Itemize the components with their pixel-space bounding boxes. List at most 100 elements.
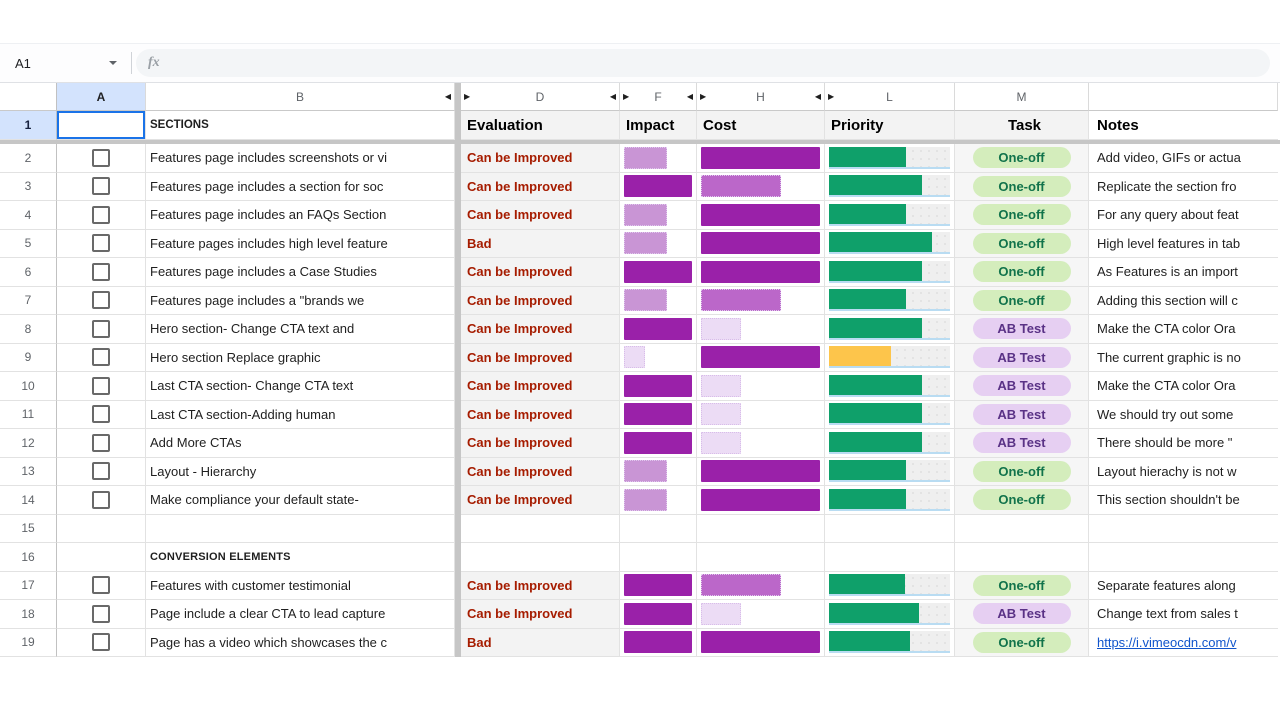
- priority-cell[interactable]: [825, 201, 955, 230]
- evaluation-cell[interactable]: Can be Improved: [461, 457, 620, 486]
- impact-cell[interactable]: [620, 486, 697, 515]
- notes-cell[interactable]: Adding this section will c: [1089, 286, 1278, 315]
- cell-task-header[interactable]: Task: [955, 111, 1089, 140]
- checkbox[interactable]: [92, 490, 110, 509]
- checkbox[interactable]: [92, 262, 110, 281]
- checkbox-cell[interactable]: [57, 372, 146, 401]
- row-number[interactable]: 9: [0, 343, 57, 372]
- notes-cell[interactable]: https://i.vimeocdn.com/v: [1089, 628, 1278, 657]
- cost-cell[interactable]: [697, 628, 825, 657]
- checkbox-cell[interactable]: [57, 571, 146, 600]
- task-chip[interactable]: One-off: [972, 261, 1071, 283]
- impact-cell[interactable]: [620, 229, 697, 258]
- task-cell[interactable]: One-off: [955, 229, 1089, 258]
- section-cell[interactable]: Features with customer testimonial: [146, 571, 455, 600]
- evaluation-cell[interactable]: Can be Improved: [461, 400, 620, 429]
- notes-cell[interactable]: The current graphic is no: [1089, 343, 1278, 372]
- priority-cell[interactable]: [825, 172, 955, 201]
- cost-cell[interactable]: [697, 372, 825, 401]
- section-cell[interactable]: CONVERSION ELEMENTS: [146, 543, 455, 572]
- priority-cell[interactable]: [825, 628, 955, 657]
- row-number[interactable]: 14: [0, 486, 57, 515]
- checkbox-cell[interactable]: [57, 543, 146, 572]
- impact-cell[interactable]: [620, 286, 697, 315]
- section-cell[interactable]: Add More CTAs: [146, 429, 455, 458]
- task-chip[interactable]: One-off: [972, 489, 1071, 511]
- priority-cell[interactable]: [825, 429, 955, 458]
- section-cell[interactable]: Make compliance your default state-: [146, 486, 455, 515]
- impact-cell[interactable]: [620, 315, 697, 344]
- cost-cell[interactable]: [697, 144, 825, 173]
- checkbox-cell[interactable]: [57, 315, 146, 344]
- task-chip[interactable]: One-off: [972, 631, 1071, 653]
- row-number[interactable]: 17: [0, 571, 57, 600]
- evaluation-cell[interactable]: Can be Improved: [461, 172, 620, 201]
- column-header-b[interactable]: B ◀: [146, 83, 455, 111]
- section-cell[interactable]: [146, 514, 455, 543]
- row-number[interactable]: 1: [0, 111, 57, 140]
- column-header-a[interactable]: A: [57, 83, 146, 111]
- row-number[interactable]: 12: [0, 429, 57, 458]
- row-number[interactable]: 18: [0, 600, 57, 629]
- checkbox[interactable]: [92, 376, 110, 395]
- row-number[interactable]: 10: [0, 372, 57, 401]
- impact-cell[interactable]: [620, 172, 697, 201]
- evaluation-cell[interactable]: Can be Improved: [461, 286, 620, 315]
- evaluation-cell[interactable]: Can be Improved: [461, 201, 620, 230]
- cost-cell[interactable]: [697, 486, 825, 515]
- expand-hidden-column-icon[interactable]: ◀: [444, 91, 451, 101]
- priority-cell[interactable]: [825, 229, 955, 258]
- cost-cell[interactable]: [697, 457, 825, 486]
- priority-cell[interactable]: [825, 286, 955, 315]
- cost-cell[interactable]: [697, 600, 825, 629]
- section-cell[interactable]: Features page includes a section for soc: [146, 172, 455, 201]
- checkbox-cell[interactable]: [57, 514, 146, 543]
- task-cell[interactable]: One-off: [955, 201, 1089, 230]
- row-number[interactable]: 8: [0, 315, 57, 344]
- cell-evaluation-header[interactable]: Evaluation: [461, 111, 620, 140]
- section-cell[interactable]: Layout - Hierarchy: [146, 457, 455, 486]
- column-header-l[interactable]: L ▶: [825, 83, 955, 111]
- section-cell[interactable]: Features page includes a "brands we: [146, 286, 455, 315]
- evaluation-cell[interactable]: Can be Improved: [461, 372, 620, 401]
- checkbox-cell[interactable]: [57, 144, 146, 173]
- task-cell[interactable]: One-off: [955, 628, 1089, 657]
- checkbox-cell[interactable]: [57, 628, 146, 657]
- evaluation-cell[interactable]: [461, 543, 620, 572]
- checkbox[interactable]: [92, 205, 110, 224]
- cost-cell[interactable]: [697, 315, 825, 344]
- task-chip[interactable]: AB Test: [972, 375, 1071, 397]
- task-cell[interactable]: AB Test: [955, 429, 1089, 458]
- impact-cell[interactable]: [620, 457, 697, 486]
- evaluation-cell[interactable]: Can be Improved: [461, 486, 620, 515]
- task-cell[interactable]: One-off: [955, 486, 1089, 515]
- section-cell[interactable]: Feature pages includes high level featur…: [146, 229, 455, 258]
- task-cell[interactable]: AB Test: [955, 343, 1089, 372]
- impact-cell[interactable]: [620, 514, 697, 543]
- cost-cell[interactable]: [697, 286, 825, 315]
- formula-input[interactable]: fx: [136, 49, 1270, 77]
- task-cell[interactable]: One-off: [955, 144, 1089, 173]
- checkbox-cell[interactable]: [57, 600, 146, 629]
- impact-cell[interactable]: [620, 343, 697, 372]
- priority-cell[interactable]: [825, 600, 955, 629]
- notes-cell[interactable]: For any query about feat: [1089, 201, 1278, 230]
- impact-cell[interactable]: [620, 201, 697, 230]
- priority-cell[interactable]: [825, 486, 955, 515]
- task-chip[interactable]: One-off: [972, 574, 1071, 596]
- evaluation-cell[interactable]: Bad: [461, 628, 620, 657]
- notes-cell[interactable]: Layout hierachy is not w: [1089, 457, 1278, 486]
- notes-cell[interactable]: Make the CTA color Ora: [1089, 372, 1278, 401]
- row-number[interactable]: 13: [0, 457, 57, 486]
- notes-cell[interactable]: This section shouldn't be: [1089, 486, 1278, 515]
- cost-cell[interactable]: [697, 514, 825, 543]
- expand-hidden-column-icon[interactable]: ▶: [700, 91, 707, 101]
- row-number[interactable]: 15: [0, 514, 57, 543]
- evaluation-cell[interactable]: Bad: [461, 229, 620, 258]
- checkbox[interactable]: [92, 604, 110, 623]
- task-chip[interactable]: AB Test: [972, 403, 1071, 425]
- priority-cell[interactable]: [825, 400, 955, 429]
- notes-cell[interactable]: [1089, 514, 1278, 543]
- notes-cell[interactable]: Make the CTA color Ora: [1089, 315, 1278, 344]
- cost-cell[interactable]: [697, 201, 825, 230]
